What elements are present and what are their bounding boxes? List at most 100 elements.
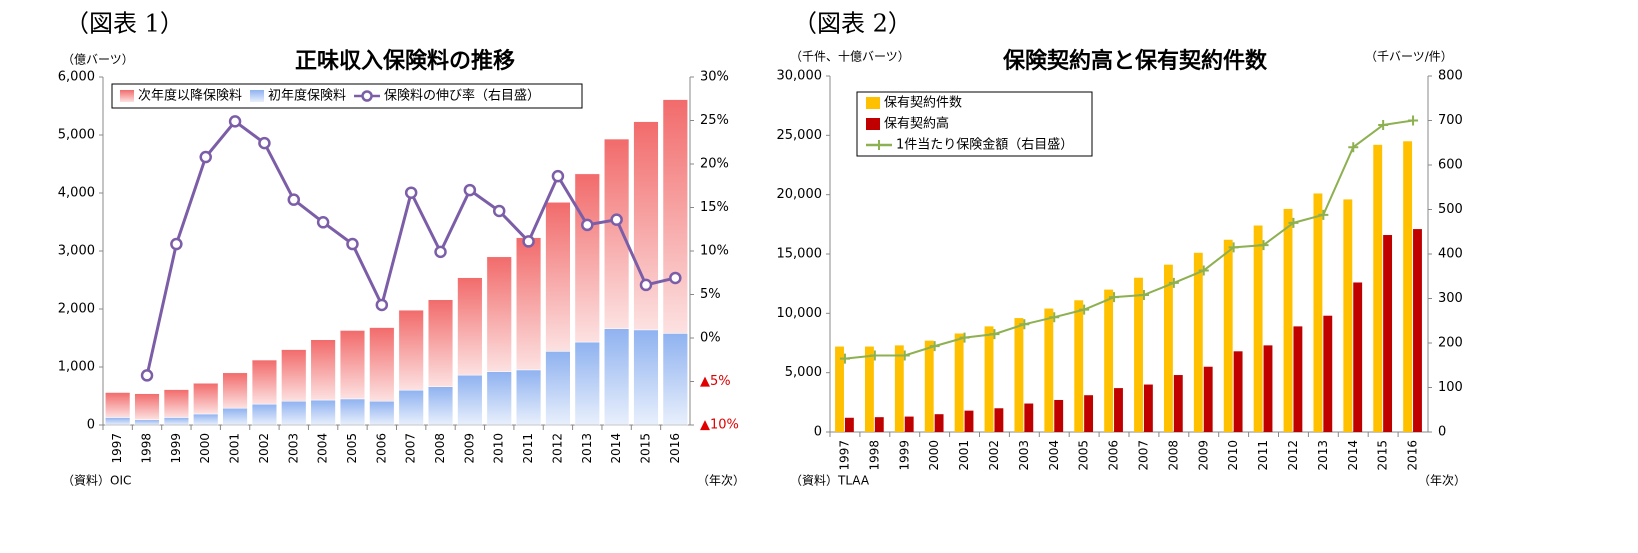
x-tick-label: 2004 <box>1047 440 1061 471</box>
x-tick-label: 2001 <box>228 433 242 464</box>
x-tick-label: 2008 <box>1166 440 1180 471</box>
legend-swatch <box>866 97 880 109</box>
bar <box>251 403 278 426</box>
y-tick-label: 25,000 <box>777 128 823 143</box>
bar <box>1163 264 1173 432</box>
y-axis-label: （千件、十億バーツ） <box>790 50 910 64</box>
point <box>989 329 1000 340</box>
bar <box>310 399 336 426</box>
bar <box>427 299 454 387</box>
x-tick-label: 2016 <box>1406 440 1420 471</box>
bar <box>1313 193 1323 432</box>
bar <box>1223 239 1233 432</box>
point <box>1408 115 1419 126</box>
bar <box>222 407 248 426</box>
bar <box>193 382 219 415</box>
x-tick-label: 2013 <box>1316 440 1330 471</box>
bar <box>193 413 219 426</box>
bar <box>398 309 424 391</box>
x-tick-label: 2006 <box>1107 440 1121 471</box>
bar <box>1044 308 1054 432</box>
bar <box>486 371 512 426</box>
y2-tick-label: 0 <box>1438 425 1446 440</box>
point <box>1109 292 1120 303</box>
legend-label: 保有契約高 <box>884 116 949 132</box>
y2-tick-label: 400 <box>1438 247 1463 262</box>
bar <box>1343 199 1353 432</box>
y2-tick-label: 100 <box>1438 380 1463 395</box>
legend-swatch <box>250 90 265 102</box>
bar <box>984 326 994 432</box>
y2-tick-label: 25% <box>700 113 729 128</box>
point <box>1049 312 1060 323</box>
x-tick-label: 2007 <box>1136 440 1150 471</box>
point <box>1288 217 1299 228</box>
bar <box>1413 229 1422 432</box>
bar <box>457 277 483 376</box>
y2-tick-label: 15% <box>700 200 729 215</box>
x-tick-label: 2011 <box>521 433 535 464</box>
y-tick-label: 20,000 <box>777 187 823 202</box>
x-tick-label: 2002 <box>987 440 1001 471</box>
point <box>199 150 212 164</box>
y2-tick-label: ▲10% <box>700 418 739 433</box>
x-tick-label: 1998 <box>867 440 881 471</box>
legend-label: 初年度保険料 <box>268 88 346 104</box>
bar <box>105 417 131 426</box>
source-note: （資料）OIC <box>62 474 131 488</box>
y2-tick-label: 700 <box>1438 113 1463 128</box>
point <box>1138 289 1149 300</box>
bar <box>964 410 974 432</box>
y2-tick-label: 20% <box>700 157 729 172</box>
bar <box>1353 282 1363 432</box>
bar <box>1293 326 1303 432</box>
point <box>287 193 301 206</box>
legend-label: 保有契約件数 <box>884 96 962 111</box>
y2-tick-label: 800 <box>1438 69 1463 84</box>
x-tick-label: 1999 <box>169 433 183 464</box>
bar <box>339 330 366 400</box>
legend-marker <box>361 90 373 102</box>
x-tick-label: 2010 <box>492 433 506 464</box>
bar <box>1054 399 1064 432</box>
bar <box>633 329 659 426</box>
figure-label: （図表 1） <box>65 10 184 38</box>
legend-label: 1件当たり保険金額（右目盛） <box>896 137 1073 153</box>
y-tick-label: 15,000 <box>777 247 823 262</box>
point <box>1348 142 1359 153</box>
legend-label: 保険料の伸び率（右目盛） <box>384 88 540 104</box>
y-tick-label: 6,000 <box>58 70 95 85</box>
point <box>610 213 623 226</box>
bar <box>633 121 659 331</box>
bar <box>574 341 600 426</box>
bar <box>662 99 688 334</box>
x-tick-label: 1998 <box>140 433 154 464</box>
bar <box>844 417 854 432</box>
point <box>551 169 565 183</box>
point <box>1019 319 1030 330</box>
point <box>929 341 940 352</box>
bar <box>1014 318 1024 432</box>
legend-box <box>111 83 583 109</box>
y-tick-label: 5,000 <box>58 128 95 143</box>
point <box>1168 277 1179 288</box>
bar <box>924 340 934 432</box>
bar <box>662 333 688 426</box>
x-tick-label: 2016 <box>668 433 682 464</box>
bar <box>1373 144 1383 432</box>
bar <box>163 417 189 426</box>
bar <box>457 374 483 426</box>
y2-tick-label: 0% <box>700 331 721 346</box>
x-tick-label: 2014 <box>609 433 623 464</box>
point <box>1079 304 1090 315</box>
bar <box>545 351 571 426</box>
bar <box>1203 366 1213 432</box>
point <box>170 237 183 251</box>
bar <box>954 333 964 432</box>
bar <box>1233 351 1243 432</box>
y2-tick-label: 500 <box>1438 202 1463 217</box>
figure-label: （図表 2） <box>793 10 912 38</box>
x-tick-label: 2004 <box>316 433 330 464</box>
bar <box>1283 208 1293 432</box>
x-tick-label: 2013 <box>580 433 594 464</box>
